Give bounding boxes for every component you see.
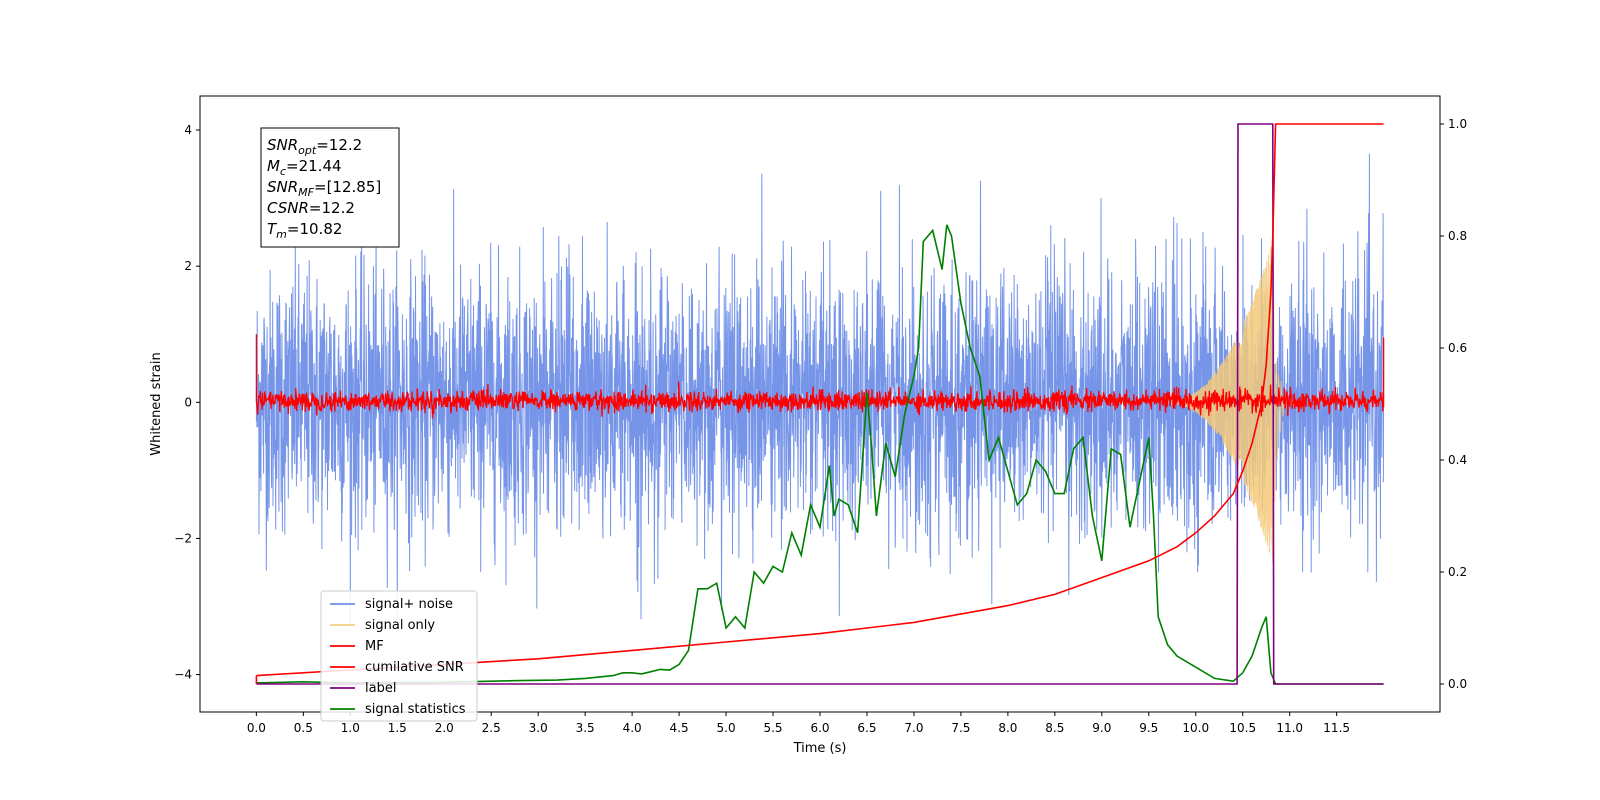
x-axis-label: Time (s) [793, 741, 847, 756]
legend: signal+ noise signal only MF cumilative SNR… [320, 590, 478, 722]
annotation-line: Mc=21.44 [267, 157, 342, 178]
x-tick-label: 4.0 [623, 721, 642, 735]
legend-entry: label [365, 681, 396, 696]
y-right-tick-label: 0.0 [1448, 677, 1467, 691]
y-tick-label: −4 [174, 668, 192, 682]
legend-frame [320, 590, 478, 722]
x-tick-label: 0.0 [247, 721, 266, 735]
annotation-line: SNRopt=12.2 [267, 136, 362, 157]
y-right-tick-label: 0.8 [1448, 229, 1467, 243]
x-tick-label: 8.5 [1045, 721, 1064, 735]
annotation-line: SNRMF=[12.85] [267, 178, 381, 199]
x-tick-label: 1.5 [388, 721, 407, 735]
annotation-line: CSNR=12.2 [267, 199, 355, 217]
x-tick-label: 3.5 [576, 721, 595, 735]
x-tick-label: 9.5 [1139, 721, 1158, 735]
x-tick-label: 7.5 [951, 721, 970, 735]
x-tick-label: 6.5 [857, 721, 876, 735]
x-tick-label: 11.5 [1323, 721, 1350, 735]
series-mf [255, 334, 1385, 419]
x-tick-label: 6.0 [810, 721, 829, 735]
x-tick-label: 3.0 [529, 721, 548, 735]
y-tick-label: 2 [184, 259, 192, 273]
x-tick-label: 10.0 [1182, 721, 1209, 735]
series-signal-only [1167, 246, 1302, 563]
x-tick-label: 8.0 [998, 721, 1017, 735]
x-tick-label: 5.0 [717, 721, 736, 735]
x-tick-label: 7.0 [904, 721, 923, 735]
y-axis-label: Whitened strain [149, 352, 164, 455]
x-tick-label: 2.5 [482, 721, 501, 735]
legend-entry: signal statistics [365, 702, 466, 717]
y-tick-label: 4 [184, 123, 192, 137]
legend-entry: signal+ noise [365, 597, 453, 612]
x-tick-label: 10.5 [1229, 721, 1256, 735]
series-signal-noise [255, 153, 1385, 627]
y-right-tick-label: 1.0 [1448, 117, 1467, 131]
annotation-frame [260, 127, 400, 248]
series-cumulative-snr [256, 123, 1384, 677]
legend-entry: signal only [365, 618, 435, 633]
series-label [256, 123, 1384, 685]
x-tick-label: 5.5 [763, 721, 782, 735]
x-tick-label: 11.0 [1276, 721, 1303, 735]
annotation-line: Tm=10.82 [267, 220, 342, 241]
y-tick-label: −2 [174, 531, 192, 545]
x-tick-label: 4.5 [670, 721, 689, 735]
x-tick-label: 1.0 [341, 721, 360, 735]
x-tick-label: 2.0 [435, 721, 454, 735]
x-tick-label: 9.0 [1092, 721, 1111, 735]
y-right-tick-label: 0.6 [1448, 341, 1467, 355]
y-tick-label: 0 [184, 395, 192, 409]
x-tick-label: 0.5 [294, 721, 313, 735]
series-signal-statistics [256, 224, 1384, 685]
annotation-box: SNRopt=12.2Mc=21.44SNRMF=[12.85]CSNR=12.… [260, 127, 400, 248]
legend-entry: MF [365, 639, 384, 654]
y-right-tick-label: 0.4 [1448, 453, 1467, 467]
y-right-tick-label: 0.2 [1448, 565, 1467, 579]
legend-entry: cumilative SNR [365, 660, 464, 675]
